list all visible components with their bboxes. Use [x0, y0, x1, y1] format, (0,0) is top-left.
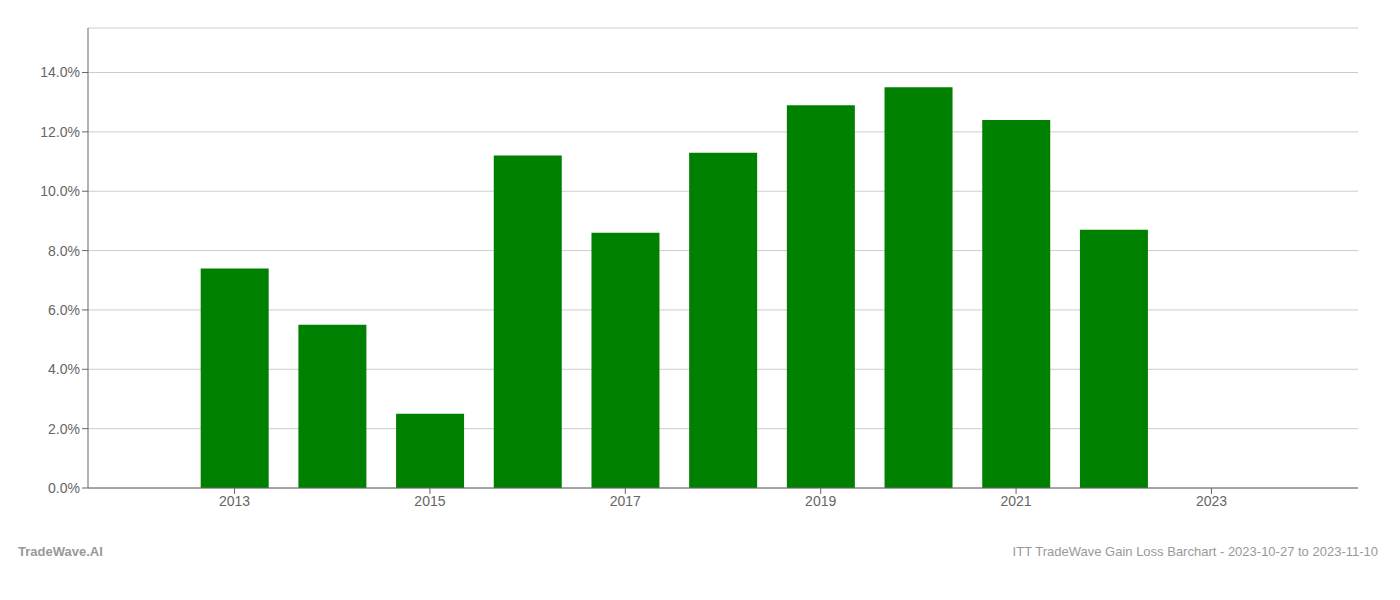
svg-text:2.0%: 2.0%	[48, 421, 80, 437]
svg-text:2021: 2021	[1000, 493, 1031, 509]
svg-text:2023: 2023	[1196, 493, 1227, 509]
svg-text:8.0%: 8.0%	[48, 243, 80, 259]
html-text:TradeWave.AI: TradeWave.AI	[18, 544, 103, 559]
svg-text:2015: 2015	[414, 493, 445, 509]
svg-text:6.0%: 6.0%	[48, 302, 80, 318]
svg-text:14.0%: 14.0%	[40, 64, 80, 80]
svg-text:4.0%: 4.0%	[48, 361, 80, 377]
svg-text:2019: 2019	[805, 493, 836, 509]
svg-text:2017: 2017	[610, 493, 641, 509]
svg-text:2013: 2013	[219, 493, 250, 509]
html-text:ITT TradeWave Gain Loss Barcha: ITT TradeWave Gain Loss Barchart - 2023-…	[1012, 544, 1378, 559]
svg-text:10.0%: 10.0%	[40, 183, 80, 199]
svg-text:0.0%: 0.0%	[48, 480, 80, 496]
svg-text:12.0%: 12.0%	[40, 124, 80, 140]
